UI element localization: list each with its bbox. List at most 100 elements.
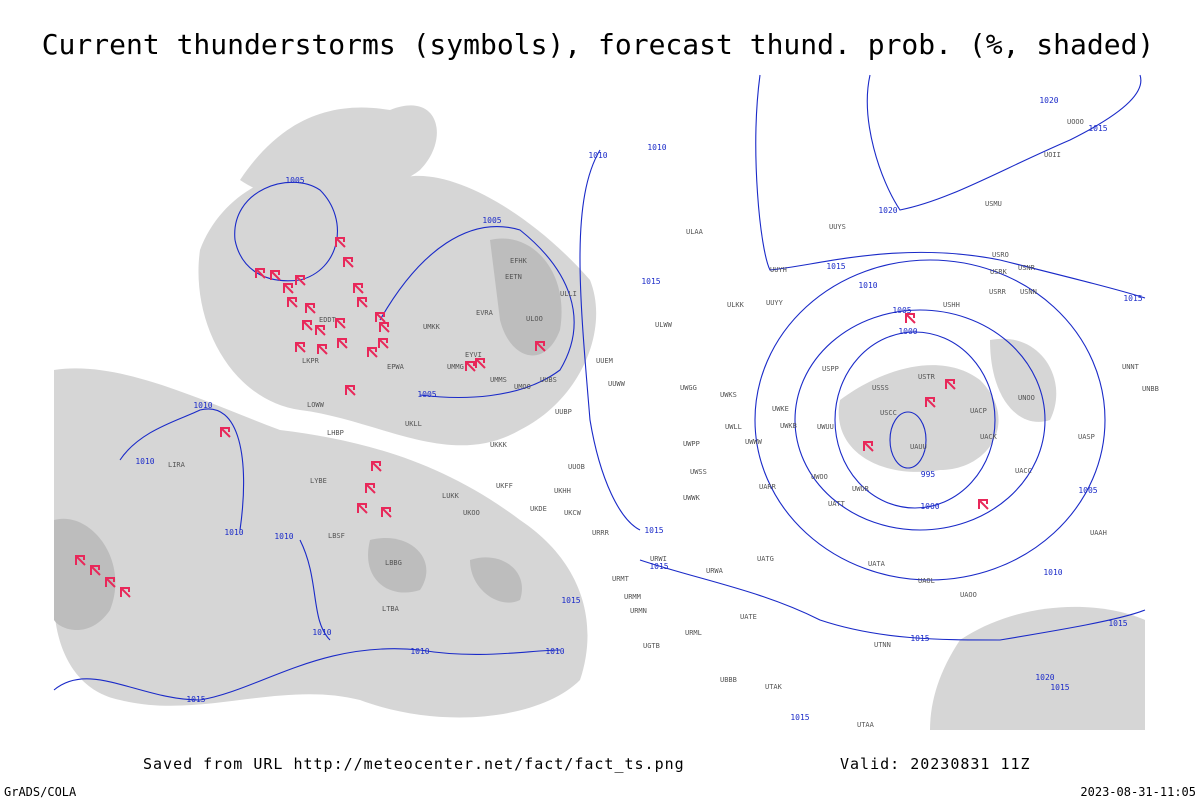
storm-symbol	[978, 499, 989, 510]
storm-symbol	[475, 358, 486, 369]
isobar-label: 1015	[910, 634, 929, 643]
station-label: USNR	[1018, 264, 1036, 272]
station-label: LTBA	[382, 605, 400, 613]
station-label: URMN	[630, 607, 647, 615]
isobar-label: 1015	[790, 713, 809, 722]
station-labels: ULAA ULKK UUYY ULWW UUEM UUWW UWGG UWKS UWKE UWKB…	[168, 118, 1159, 729]
storm-symbol	[345, 385, 356, 396]
storm-symbol	[287, 297, 298, 308]
isobar-label: 1010	[1043, 568, 1062, 577]
station-label: URMM	[624, 593, 641, 601]
station-label: UMKK	[423, 323, 441, 331]
storm-symbol	[105, 577, 116, 588]
isobar-label: 1015	[1088, 124, 1107, 133]
station-label: URWI	[650, 555, 667, 563]
station-label: USHH	[943, 301, 960, 309]
station-label: UUWW	[608, 380, 626, 388]
station-label: UUYS	[829, 223, 846, 231]
storm-symbol	[353, 283, 364, 294]
isobars	[53, 74, 1146, 701]
station-label: ULLI	[560, 290, 577, 298]
storm-symbol	[255, 268, 266, 279]
station-label: UARR	[759, 483, 777, 491]
station-label: UKHH	[554, 487, 571, 495]
isobar-label: 1010	[135, 457, 154, 466]
station-label: UKFF	[496, 482, 513, 490]
isobar-label: 1015	[1050, 683, 1069, 692]
isobar-label: 1020	[878, 206, 897, 215]
isobar-label: 1010	[410, 647, 429, 656]
storm-symbol	[220, 427, 231, 438]
station-label: UOII	[1044, 151, 1061, 159]
station-label: UWOR	[852, 485, 870, 493]
isobar-label: 1010	[312, 628, 331, 637]
station-label: UWWW	[745, 438, 763, 446]
storm-symbol	[315, 325, 326, 336]
station-label: UBBB	[720, 676, 737, 684]
storm-symbol	[863, 441, 874, 452]
station-label: UWKE	[772, 405, 789, 413]
station-label: UUYH	[770, 266, 787, 274]
storm-symbol	[75, 555, 86, 566]
station-label: UAAH	[1090, 529, 1107, 537]
station-label: USSS	[872, 384, 889, 392]
storm-symbol	[335, 318, 346, 329]
station-label: UWOO	[811, 473, 828, 481]
station-label: UACP	[970, 407, 987, 415]
storm-symbol	[365, 483, 376, 494]
storm-symbol	[945, 379, 956, 390]
storm-symbol	[343, 257, 354, 268]
storm-symbol	[465, 361, 476, 372]
storm-symbol	[295, 275, 306, 286]
isobar-label: 1020	[1039, 96, 1058, 105]
source-url: Saved from URL http://meteocenter.net/fa…	[143, 755, 685, 773]
isobar-label: 1010	[224, 528, 243, 537]
station-label: USNN	[1020, 288, 1037, 296]
station-label: UWPP	[683, 440, 700, 448]
station-label: USRK	[990, 268, 1008, 276]
station-label: UACK	[980, 433, 998, 441]
station-label: USRR	[989, 288, 1007, 296]
station-label: UMMG	[447, 363, 464, 371]
isobar-label: 1015	[186, 695, 205, 704]
station-label: UNBB	[1142, 385, 1159, 393]
station-label: LIRA	[168, 461, 186, 469]
station-label: UKKK	[490, 441, 508, 449]
isobar-label: 1015	[644, 526, 663, 535]
station-label: UKLL	[405, 420, 422, 428]
station-label: UWKB	[780, 422, 797, 430]
station-label: UUOB	[568, 463, 585, 471]
station-label: UATE	[740, 613, 757, 621]
isobar-label: 995	[921, 470, 936, 479]
isobar-label: 1015	[826, 262, 845, 271]
storm-symbol	[302, 320, 313, 331]
storm-symbol	[305, 303, 316, 314]
isobar-label: 1005	[285, 176, 304, 185]
isobar-label: 1005	[892, 306, 911, 315]
station-label: LUKK	[442, 492, 460, 500]
station-label: UNOO	[1018, 394, 1035, 402]
station-label: UUYY	[766, 299, 784, 307]
station-label: LHBP	[327, 429, 344, 437]
timestamp: 2023-08-31-11:05	[1080, 785, 1196, 799]
isobar-label: 1010	[193, 401, 212, 410]
storm-symbol	[90, 565, 101, 576]
storm-symbol	[371, 461, 382, 472]
valid-time: Valid: 20230831 11Z	[840, 755, 1031, 773]
station-label: LBBG	[385, 559, 402, 567]
storm-symbol	[120, 587, 131, 598]
isobar-label: 1015	[641, 277, 660, 286]
station-label: URWA	[706, 567, 724, 575]
station-label: EVRA	[476, 309, 494, 317]
station-label: UWSS	[690, 468, 707, 476]
station-label: UATT	[828, 500, 846, 508]
isobar-label: 1010	[545, 647, 564, 656]
storm-symbol	[925, 397, 936, 408]
storm-symbol	[905, 313, 916, 324]
station-label: ULKK	[727, 301, 745, 309]
isobar-label: 1010	[858, 281, 877, 290]
isobar-label: 1015	[1108, 619, 1127, 628]
storm-symbol	[375, 312, 386, 323]
